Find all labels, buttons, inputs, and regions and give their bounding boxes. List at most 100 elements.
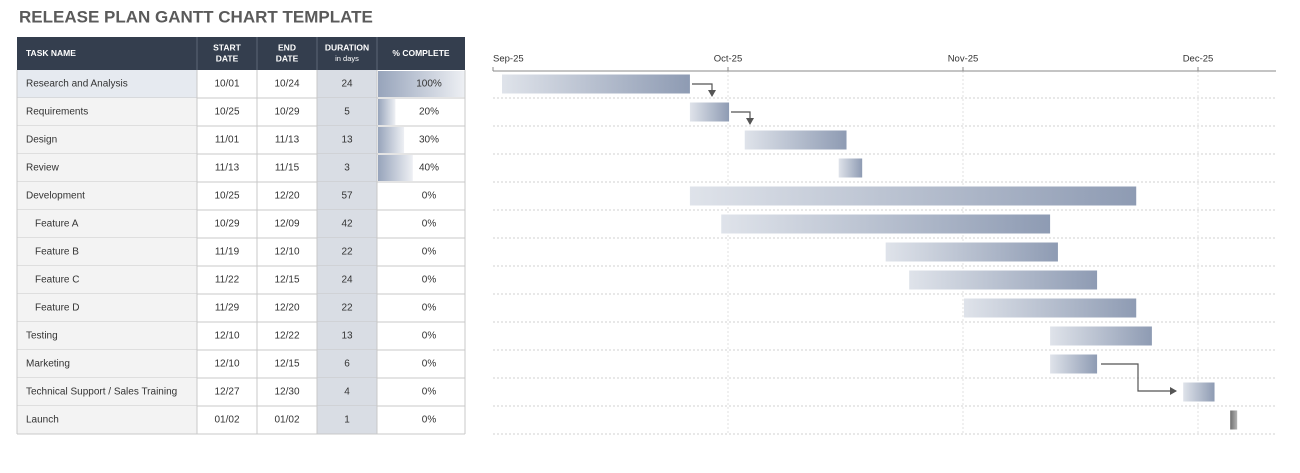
task-cell-bg <box>17 266 197 294</box>
end-date: 12/10 <box>274 247 299 258</box>
start-date: 11/13 <box>215 163 240 174</box>
duration-cell-bg <box>317 238 377 266</box>
end-date: 12/22 <box>274 331 299 342</box>
header-cell: % COMPLETE <box>392 48 449 58</box>
start-date: 11/19 <box>215 247 240 258</box>
duration: 6 <box>344 359 350 370</box>
task-cell-bg <box>17 350 197 378</box>
percent-complete: 40% <box>419 163 439 174</box>
task-name: Launch <box>26 415 59 426</box>
task-name: Feature C <box>35 275 79 286</box>
task-cell-bg <box>17 294 197 322</box>
gantt-chart: Sep-25 Oct-25 Nov-25 Dec-25 <box>492 54 1276 435</box>
percent-complete: 100% <box>416 79 442 90</box>
task-cell-bg <box>17 322 197 350</box>
duration-cell-bg <box>317 70 377 98</box>
percent-complete: 0% <box>422 415 437 426</box>
start-date: 12/10 <box>214 331 239 342</box>
task-name: Feature B <box>35 247 79 258</box>
percent-complete: 0% <box>422 247 437 258</box>
duration: 22 <box>341 303 353 314</box>
dependency-arrow <box>692 83 716 97</box>
start-date: 11/29 <box>215 303 240 314</box>
task-cell-bg <box>17 406 197 434</box>
task-cell-bg <box>17 126 197 154</box>
axis-label: Dec-25 <box>1183 54 1214 65</box>
end-date: 10/24 <box>274 79 299 90</box>
task-cell-bg <box>17 98 197 126</box>
end-date: 12/15 <box>274 359 299 370</box>
duration: 22 <box>341 247 353 258</box>
duration-cell-bg <box>317 378 377 406</box>
duration-cell-bg <box>317 266 377 294</box>
gantt-bar <box>689 186 1137 206</box>
header-cell: START <box>213 42 242 52</box>
gantt-bar <box>909 270 1098 290</box>
dependency-arrow <box>731 111 754 125</box>
gantt-bar <box>502 74 690 94</box>
duration: 1 <box>344 415 350 426</box>
task-name: Feature A <box>35 219 79 230</box>
gantt-bar <box>1050 354 1098 374</box>
page-title: RELEASE PLAN GANTT CHART TEMPLATE <box>19 7 373 26</box>
duration-cell-bg <box>317 210 377 238</box>
gantt-bar <box>885 242 1058 262</box>
start-date: 01/02 <box>214 415 239 426</box>
header-cell: DATE <box>216 53 239 63</box>
duration: 57 <box>341 191 353 202</box>
end-date: 12/30 <box>274 387 299 398</box>
duration-cell-bg <box>317 322 377 350</box>
duration: 13 <box>341 135 353 146</box>
task-name: Marketing <box>26 359 70 370</box>
end-date: 11/15 <box>275 163 300 174</box>
dependency-arrow <box>1101 363 1177 395</box>
end-date: 12/09 <box>274 219 299 230</box>
task-cell-bg <box>17 70 197 98</box>
header-cell: in days <box>335 54 359 63</box>
end-date: 12/20 <box>274 303 299 314</box>
start-date: 11/01 <box>215 135 240 146</box>
duration: 13 <box>341 331 353 342</box>
task-name: Review <box>26 163 60 174</box>
end-date: 12/20 <box>274 191 299 202</box>
gantt-bar <box>838 158 863 178</box>
header-row <box>17 37 465 70</box>
duration-cell-bg <box>317 126 377 154</box>
end-date: 12/15 <box>274 275 299 286</box>
duration: 24 <box>341 79 353 90</box>
end-date: 11/13 <box>275 135 300 146</box>
percent-complete: 0% <box>422 219 437 230</box>
task-name: Requirements <box>26 107 88 118</box>
task-cell-bg <box>17 378 197 406</box>
progress-bar <box>378 155 413 181</box>
duration-cell-bg <box>317 154 377 182</box>
gantt-bar <box>689 102 730 122</box>
axis-label: Oct-25 <box>714 54 743 65</box>
gantt-bar <box>1050 326 1152 346</box>
percent-complete: 0% <box>422 303 437 314</box>
start-date: 12/10 <box>214 359 239 370</box>
start-date: 12/27 <box>214 387 239 398</box>
task-name: Design <box>26 135 57 146</box>
header-cell: DATE <box>276 53 299 63</box>
task-cell-bg <box>17 238 197 266</box>
duration: 5 <box>344 107 350 118</box>
duration-cell-bg <box>317 350 377 378</box>
task-name: Technical Support / Sales Training <box>26 387 177 398</box>
axis-label: Nov-25 <box>948 54 979 65</box>
progress-bar <box>378 99 396 125</box>
duration-cell-bg <box>317 98 377 126</box>
duration: 3 <box>344 163 350 174</box>
start-date: 10/01 <box>214 79 239 90</box>
task-name: Testing <box>26 331 58 342</box>
header-cell: DURATION <box>325 42 369 52</box>
gantt-bar <box>744 130 847 150</box>
duration: 42 <box>341 219 353 230</box>
percent-complete: 0% <box>422 275 437 286</box>
gantt-bar <box>1230 410 1238 430</box>
task-cell-bg <box>17 210 197 238</box>
